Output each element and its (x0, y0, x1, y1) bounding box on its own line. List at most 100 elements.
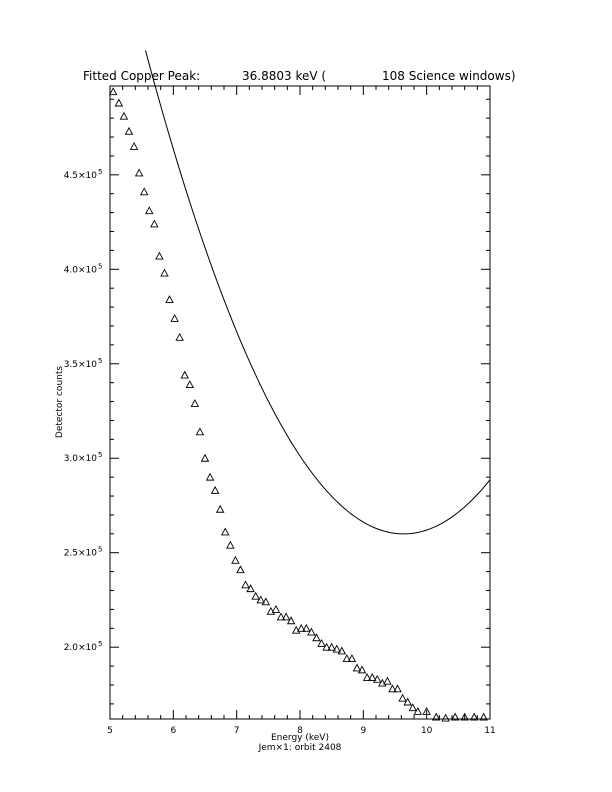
data-point-triangle (139, 187, 149, 196)
data-point-triangle (205, 472, 215, 481)
data-point-triangle (180, 370, 189, 379)
data-point-triangle (378, 678, 387, 687)
data-point-triangle (276, 612, 286, 621)
data-point-triangle (226, 540, 235, 549)
data-point-triangle (271, 604, 281, 613)
data-point-triangle (175, 332, 184, 341)
data-point-triangle (195, 427, 205, 436)
y-axis-tick-labels: 2.0×10 52.5×10 53.0×10 53.5×10 54.0×10 54.5×1… (64, 168, 103, 653)
data-point-triangle (221, 527, 230, 536)
x-tick-label: 11 (484, 726, 495, 736)
data-point-triangle (170, 313, 179, 322)
data-point-triangle (297, 623, 306, 632)
x-tick-label: 8 (297, 726, 303, 736)
data-point-triangle (469, 712, 479, 721)
x-axis-sublabel: Jem×1: orbit 2408 (258, 743, 342, 753)
data-point-triangle (357, 665, 367, 674)
data-point-triangle (373, 674, 382, 683)
data-point-triangle (246, 584, 255, 593)
y-tick-label-exponent: 5 (98, 640, 102, 648)
data-point-triangle (145, 206, 154, 215)
data-point-triangle (347, 654, 357, 662)
data-point-triangle (210, 485, 220, 494)
y-tick-label-exponent: 5 (98, 262, 102, 270)
data-point-triangle (261, 597, 271, 606)
data-point-triangle (460, 712, 469, 721)
data-point-triangle (108, 87, 118, 96)
chart-title-suffix: 108 Science windows) (382, 69, 516, 83)
data-point-triangle (422, 706, 431, 715)
y-tick-label-exponent: 5 (98, 451, 102, 459)
data-point-triangle (281, 612, 291, 621)
data-point-triangle (266, 606, 276, 615)
x-tick-label: 6 (170, 726, 176, 736)
x-axis-tick-labels: 5 6 7 8 9 10 11 (107, 726, 496, 736)
y-tick-label: 4.0×10 (64, 265, 98, 275)
data-point-triangle (403, 697, 412, 706)
data-point-triangle (190, 398, 200, 407)
data-point-triangle (286, 616, 296, 625)
data-point-triangle (479, 712, 488, 721)
data-point-triangle (215, 504, 225, 513)
y-axis-ticks (110, 98, 490, 705)
y-tick-label: 2.0×10 (64, 643, 98, 653)
data-point-triangle (441, 713, 450, 722)
data-point-triangle (114, 98, 124, 107)
x-axis-ticks (109, 86, 491, 719)
data-point-triangle (332, 644, 341, 653)
data-point-triangle (450, 712, 460, 721)
data-point-triangle (236, 565, 245, 574)
data-point-triangle (312, 633, 321, 642)
chart-title-value: 36.8803 keV ( (242, 69, 326, 83)
data-points (108, 87, 488, 722)
data-point-triangle (124, 126, 134, 135)
data-point-triangle (327, 642, 336, 651)
data-point-triangle (165, 295, 174, 303)
y-tick-label: 2.5×10 (64, 549, 98, 559)
data-point-triangle (352, 663, 362, 672)
data-point-triangle (119, 111, 129, 120)
data-point-triangle (362, 672, 372, 681)
x-tick-label: 9 (360, 726, 366, 736)
data-point-triangle (431, 712, 441, 721)
data-point-triangle (398, 693, 407, 702)
data-point-triangle (241, 580, 250, 589)
x-tick-label: 10 (421, 726, 433, 736)
data-point-triangle (367, 672, 377, 681)
data-point-triangle (251, 591, 260, 600)
data-point-triangle (337, 646, 347, 655)
data-point-triangle (134, 168, 144, 177)
chart-title-prefix: Fitted Copper Peak: (83, 69, 200, 83)
data-point-triangle (256, 595, 265, 604)
data-point-triangle (291, 625, 301, 634)
data-point-triangle (231, 555, 240, 564)
data-point-triangle (317, 638, 326, 647)
y-tick-label-exponent: 5 (98, 357, 102, 365)
data-point-triangle (393, 684, 402, 693)
y-tick-label-exponent: 5 (98, 168, 102, 176)
data-point-triangle (200, 453, 210, 462)
x-tick-label: 7 (234, 726, 240, 736)
data-point-triangle (150, 219, 159, 228)
data-point-triangle (388, 684, 397, 693)
data-point-triangle (160, 268, 169, 277)
data-point-triangle (408, 703, 417, 712)
y-tick-label: 3.0×10 (64, 454, 98, 464)
y-tick-label: 3.5×10 (64, 360, 98, 370)
plot-frame (109, 85, 491, 720)
x-axis-label: Energy (keV) (271, 733, 329, 743)
x-tick-label: 5 (107, 726, 113, 736)
data-point-triangle (413, 706, 423, 715)
data-point-triangle (302, 623, 311, 632)
fit-curve (144, 50, 491, 535)
data-point-triangle (185, 380, 195, 388)
data-point-triangle (307, 627, 316, 636)
y-tick-label: 4.5×10 (64, 171, 98, 181)
data-point-triangle (129, 142, 139, 150)
data-point-triangle (383, 676, 392, 685)
data-point-triangle (155, 251, 164, 260)
y-axis-label: Detector counts (55, 366, 65, 438)
data-point-triangle (342, 654, 352, 662)
y-tick-label-exponent: 5 (98, 546, 102, 554)
